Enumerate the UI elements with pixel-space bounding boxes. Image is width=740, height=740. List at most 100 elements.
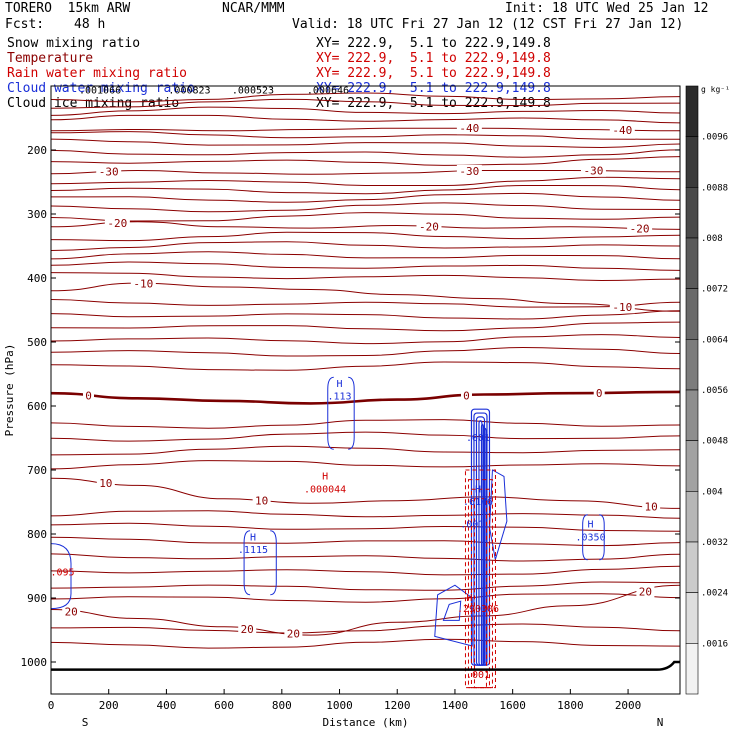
colorbar-label: .0096 — [701, 133, 728, 143]
model-title: TORERO 15km ARW — [5, 1, 131, 16]
colorbar-label: .0016 — [701, 639, 728, 649]
colorbar-swatch — [685, 187, 699, 239]
colorbar-swatch — [685, 389, 699, 441]
temperature-contour-line — [51, 138, 680, 149]
temperature-contour-line — [51, 593, 680, 603]
y-tick-label: 400 — [27, 272, 47, 285]
y-axis-label: Pressure (hPa) — [3, 344, 16, 437]
ground-surface-line — [51, 660, 680, 671]
temperature-contour-0 — [51, 390, 680, 405]
field-annotation: .001066 — [79, 86, 121, 97]
y-tick-label: 700 — [27, 464, 47, 477]
colorbar-swatch — [685, 339, 699, 391]
colorbar-label: .0024 — [701, 589, 728, 599]
field-annotation: .113 — [327, 392, 351, 403]
temperature-contour-line — [51, 184, 680, 195]
contour-label-background — [104, 216, 130, 229]
colorbar-label: .0048 — [701, 437, 728, 447]
contour-label: -20 — [419, 220, 439, 233]
contour-label: 0 — [596, 387, 603, 400]
contour-label: -30 — [459, 165, 479, 178]
temperature-contour-line — [51, 460, 680, 470]
rain-contour — [467, 479, 493, 689]
y-tick-label: 500 — [27, 336, 47, 349]
field-annotation: H — [466, 593, 472, 604]
rain-contour — [473, 498, 487, 689]
contour-label: 10 — [645, 500, 658, 513]
field-annotation: .000372 — [581, 75, 623, 86]
colorbar-swatch — [685, 85, 699, 137]
contour-label-background — [284, 627, 303, 640]
y-tick-label: 900 — [27, 592, 47, 605]
init-time: Init: 18 UTC Wed 25 Jan 12 — [505, 1, 709, 16]
x-tick-label: 1800 — [557, 699, 584, 712]
contour-label: 20 — [639, 586, 652, 599]
temperature-contour-line — [51, 231, 680, 242]
contour-label-background — [238, 623, 257, 636]
contour-label: -10 — [612, 301, 632, 314]
plot-layer: -40 -40 -30 -30 -30 -20 -20 -20 -10 -10 0 0 0 10 10 10 2… — [50, 73, 680, 689]
field-xy-cloud-water: XY= 222.9, 5.1 to 222.9,149.8 — [316, 81, 551, 96]
contour-label: 20 — [241, 623, 254, 636]
contour-label: -10 — [133, 277, 153, 290]
forecast-hour: 48 h — [74, 17, 106, 32]
x-tick-label: 600 — [214, 699, 234, 712]
temperature-contour-line — [51, 310, 680, 320]
field-annotation: .1115 — [238, 545, 268, 556]
field-annotation: H — [588, 520, 594, 531]
field-annotation: .001 — [466, 433, 490, 444]
temperature-contour-line — [51, 241, 680, 251]
field-annotation: .000480 — [402, 75, 444, 86]
temperature-contour-line — [51, 536, 680, 547]
temperature-contour-line — [51, 445, 680, 456]
south-end-label: S — [82, 716, 89, 729]
temperature-contour-line — [51, 565, 680, 576]
temperature-contour-line — [51, 149, 680, 158]
contour-label: -30 — [584, 165, 604, 178]
x-tick-label: 1400 — [442, 699, 469, 712]
x-tick-label: 400 — [156, 699, 176, 712]
contour-label-background — [96, 165, 122, 178]
temperature-contour-line — [51, 346, 680, 357]
colorbar-swatch — [685, 491, 699, 543]
plot-frame — [50, 85, 681, 695]
contour-label-background — [83, 389, 95, 402]
contour-label: 10 — [99, 477, 112, 490]
colorbar-swatch — [685, 136, 699, 188]
contour-label-background — [627, 222, 653, 235]
y-tick-label: 600 — [27, 400, 47, 413]
field-annotation: .001 — [466, 670, 490, 681]
field-annotation: -82.16 — [223, 73, 259, 84]
temperature-contour--20 — [51, 221, 680, 230]
temperature-contour-line — [51, 251, 680, 260]
field-annotation: H — [178, 73, 184, 84]
y-tick-label: 200 — [27, 144, 47, 157]
temperature-contour--30 — [51, 169, 680, 175]
temperature-contour-line — [51, 192, 680, 203]
temperature-contour-10 — [51, 477, 680, 509]
colorbar-swatch — [685, 592, 699, 644]
temperature-contour-line — [51, 176, 680, 187]
temperature-contour-line — [51, 581, 680, 591]
field-annotation: .000523 — [232, 86, 274, 97]
contour-label: -20 — [630, 222, 650, 235]
contour-label-background — [416, 220, 442, 233]
temperature-contour-line — [51, 334, 680, 345]
colorbar-label: .0032 — [701, 538, 728, 548]
contour-label-background — [252, 494, 271, 507]
temperature-contour-line — [51, 114, 680, 124]
contour-label: -30 — [99, 166, 119, 179]
x-tick-label: 1000 — [326, 699, 353, 712]
temperature-contour-line — [51, 299, 680, 308]
temperature-contour-line — [51, 261, 680, 271]
temperature-contour-line — [51, 131, 680, 140]
field-name-cloud-water: Cloud water mixing ratio — [7, 81, 195, 96]
x-tick-label: 1200 — [384, 699, 411, 712]
contour-label: 0 — [463, 390, 470, 403]
contour-label-background — [456, 122, 482, 135]
contour-label: 20 — [287, 627, 300, 640]
field-annotation: .095 — [50, 568, 74, 579]
colorbar-swatch — [685, 541, 699, 593]
colorbar-unit: g kg⁻¹ — [701, 85, 730, 94]
